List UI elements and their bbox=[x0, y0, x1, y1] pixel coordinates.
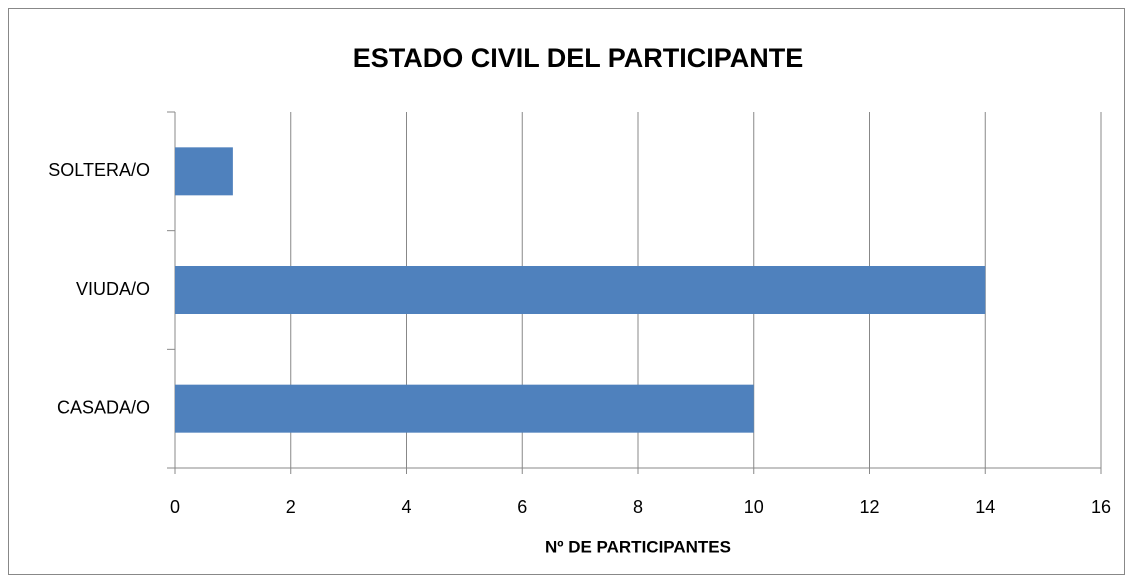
x-tick-label: 16 bbox=[1091, 497, 1111, 517]
x-tick-label: 6 bbox=[517, 497, 527, 517]
x-tick-label: 2 bbox=[286, 497, 296, 517]
x-tick-label: 10 bbox=[744, 497, 764, 517]
x-tick-label: 0 bbox=[170, 497, 180, 517]
y-tick-label: CASADA/O bbox=[57, 397, 150, 417]
bar bbox=[175, 147, 233, 196]
x-tick-label: 12 bbox=[859, 497, 879, 517]
x-tick-label: 8 bbox=[633, 497, 643, 517]
x-tick-label: 4 bbox=[401, 497, 411, 517]
bar bbox=[175, 384, 754, 433]
chart-title: ESTADO CIVIL DEL PARTICIPANTE bbox=[353, 43, 804, 73]
x-tick-label: 14 bbox=[975, 497, 995, 517]
x-axis-title: Nº DE PARTICIPANTES bbox=[545, 537, 731, 556]
y-tick-label: SOLTERA/O bbox=[48, 160, 150, 180]
bar bbox=[175, 266, 986, 314]
y-tick-label: VIUDA/O bbox=[76, 279, 150, 299]
